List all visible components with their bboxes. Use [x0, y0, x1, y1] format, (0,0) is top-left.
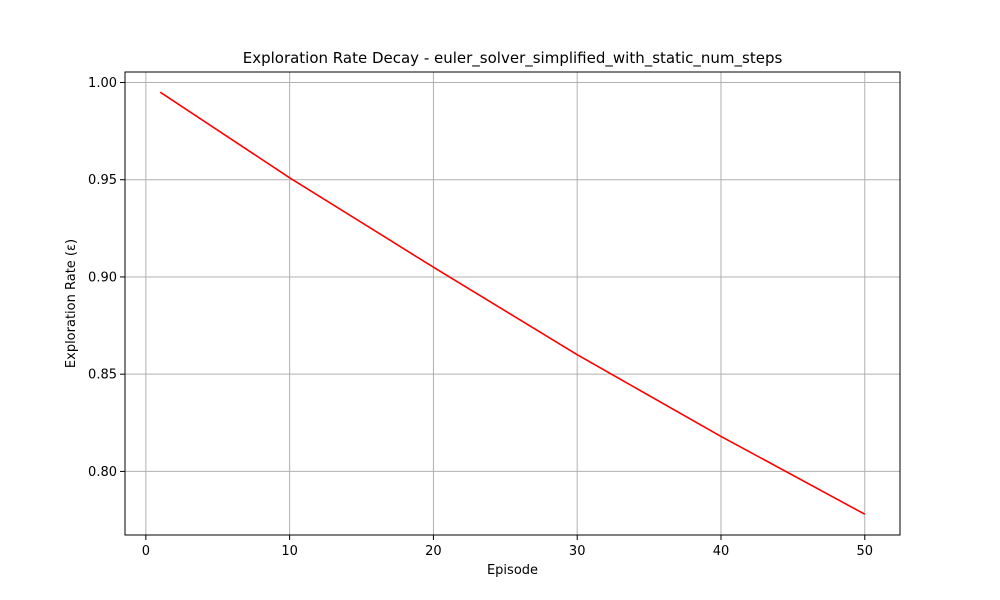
x-tick-label: 10 [281, 544, 298, 559]
x-tick-label: 40 [713, 544, 730, 559]
y-tick-label: 0.90 [88, 270, 117, 285]
y-tick-label: 0.85 [88, 368, 117, 383]
x-tick-label: 50 [856, 544, 873, 559]
y-tick-label: 1.00 [88, 76, 117, 91]
grid-layer [125, 72, 900, 535]
tick-layer: 0 10 20 30 40 50 0.80 0.85 0.90 0.95 1.00 [88, 76, 873, 559]
series-line [159, 91, 866, 515]
x-tick-label: 20 [425, 544, 442, 559]
y-axis-title: Exploration Rate (ε) [64, 239, 79, 368]
chart-title: Exploration Rate Decay - euler_solver_si… [243, 49, 783, 68]
x-tick-label: 0 [142, 544, 150, 559]
axes-frame [124, 71, 901, 536]
y-tick-label: 0.95 [88, 173, 117, 188]
data-layer [159, 91, 866, 515]
y-tick-label: 0.80 [88, 465, 117, 480]
x-axis-title: Episode [487, 563, 538, 578]
x-tick-label: 30 [569, 544, 586, 559]
